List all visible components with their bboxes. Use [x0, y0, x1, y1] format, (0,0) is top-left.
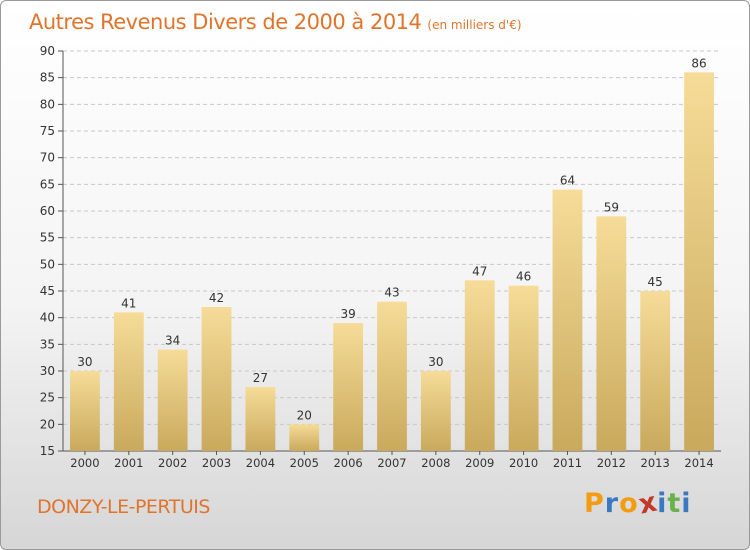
- bar-value-label: 39: [340, 307, 355, 321]
- bar-value-label: 30: [77, 355, 92, 369]
- bar: [684, 72, 714, 451]
- chart-title-text: Autres Revenus Divers de 2000 à 2014: [29, 10, 422, 34]
- bar-value-label: 43: [384, 286, 399, 300]
- bar-value-label: 46: [516, 270, 531, 284]
- bar: [245, 387, 276, 451]
- bar: [201, 307, 232, 451]
- bar-value-label: 30: [428, 355, 443, 369]
- y-tick-label: 30: [40, 364, 55, 378]
- x-tick-label: 2003: [202, 456, 231, 470]
- bar: [333, 323, 364, 451]
- x-tick-label: 2009: [465, 456, 494, 470]
- bar: [113, 312, 144, 451]
- y-tick-label: 50: [40, 257, 55, 271]
- x-tick-label: 2012: [597, 456, 626, 470]
- bar: [596, 216, 627, 451]
- x-tick-label: 2008: [421, 456, 450, 470]
- chart-unit: (en milliers d'€): [427, 18, 522, 32]
- bar-value-label: 20: [297, 408, 312, 422]
- brand-logo-letter: i: [681, 488, 692, 519]
- bar-value-label: 41: [121, 296, 136, 310]
- bar: [508, 285, 539, 451]
- x-tick-label: 2002: [158, 456, 187, 470]
- commune-name: DONZY-LE-PERTUIS: [37, 496, 210, 518]
- x-tick-label: 2001: [114, 456, 143, 470]
- brand-logo-letter: r: [604, 488, 620, 519]
- bar-value-label: 47: [472, 264, 487, 278]
- brand-logo-letter: P: [584, 488, 605, 519]
- y-tick-label: 40: [40, 311, 55, 325]
- brand-logo-letter: t: [667, 488, 682, 519]
- brand-logo: Proxiti: [584, 486, 692, 520]
- bar: [157, 349, 188, 451]
- brand-logo-letter: o: [619, 488, 639, 519]
- chart-title: Autres Revenus Divers de 2000 à 2014 (en …: [29, 10, 522, 34]
- bar-value-label: 27: [253, 371, 268, 385]
- bar: [377, 301, 407, 451]
- bar-value-label: 64: [560, 174, 575, 188]
- bar-value-label: 59: [604, 200, 619, 214]
- y-tick-label: 20: [40, 417, 55, 431]
- bar: [70, 371, 100, 451]
- bar-value-label: 86: [691, 56, 706, 70]
- x-tick-label: 2010: [509, 456, 538, 470]
- bar: [420, 371, 451, 451]
- y-tick-label: 55: [40, 231, 55, 245]
- bar-value-label: 34: [165, 334, 180, 348]
- bar: [289, 424, 320, 451]
- x-tick-label: 2004: [246, 456, 275, 470]
- x-tick-label: 2005: [290, 456, 319, 470]
- x-tick-label: 2000: [70, 456, 99, 470]
- bar-value-label: 42: [209, 291, 224, 305]
- bar: [464, 280, 495, 451]
- y-tick-label: 80: [40, 97, 55, 111]
- x-tick-label: 2006: [333, 456, 362, 470]
- x-tick-label: 2007: [377, 456, 406, 470]
- brand-logo-letter: i: [657, 488, 668, 519]
- x-tick-label: 2013: [641, 456, 670, 470]
- y-tick-label: 70: [40, 151, 55, 165]
- y-tick-label: 85: [40, 71, 55, 85]
- y-tick-label: 75: [40, 124, 55, 138]
- y-tick-label: 25: [40, 391, 55, 405]
- y-tick-label: 45: [40, 284, 55, 298]
- bar: [552, 189, 583, 451]
- y-tick-label: 15: [40, 444, 55, 458]
- x-tick-label: 2011: [553, 456, 582, 470]
- bar: [640, 291, 671, 451]
- y-tick-label: 90: [40, 44, 55, 58]
- y-tick-label: 35: [40, 337, 55, 351]
- y-tick-label: 60: [40, 204, 55, 218]
- bar-value-label: 45: [648, 275, 663, 289]
- x-tick-label: 2014: [684, 456, 713, 470]
- y-tick-label: 65: [40, 177, 55, 191]
